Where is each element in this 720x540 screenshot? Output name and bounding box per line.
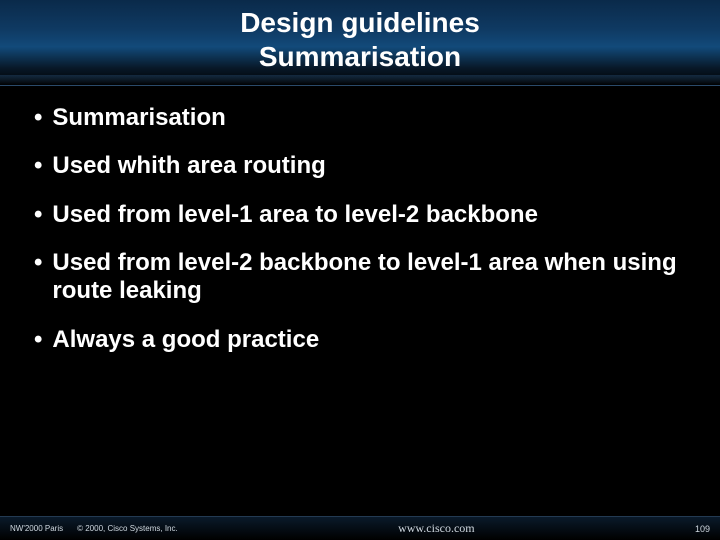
slide: Design guidelines Summarisation • Summar… [0, 0, 720, 540]
bullet-dot-icon: • [34, 201, 42, 229]
bullet-text: Used from level-1 area to level-2 backbo… [52, 201, 538, 229]
footer-event: NW'2000 Paris [10, 524, 63, 533]
slide-footer: NW'2000 Paris © 2000, Cisco Systems, Inc… [0, 516, 720, 540]
bullet-dot-icon: • [34, 104, 42, 132]
bullet-dot-icon: • [34, 152, 42, 180]
bullet-item: • Used from level-2 backbone to level-1 … [34, 249, 686, 306]
bullet-text: Used whith area routing [52, 152, 325, 180]
bullet-text: Used from level-2 backbone to level-1 ar… [52, 249, 686, 306]
footer-page-number: 109 [695, 524, 710, 534]
bullet-item: • Always a good practice [34, 326, 686, 354]
bullet-text: Summarisation [52, 104, 225, 132]
slide-body: • Summarisation • Used whith area routin… [0, 86, 720, 354]
footer-copyright: © 2000, Cisco Systems, Inc. [77, 524, 178, 533]
bullet-item: • Used whith area routing [34, 152, 686, 180]
slide-header: Design guidelines Summarisation [0, 0, 720, 86]
bullet-item: • Used from level-1 area to level-2 back… [34, 201, 686, 229]
bullet-text: Always a good practice [52, 326, 319, 354]
bullet-dot-icon: • [34, 326, 42, 354]
bullet-dot-icon: • [34, 249, 42, 306]
bullet-item: • Summarisation [34, 104, 686, 132]
footer-url: www.cisco.com [178, 521, 695, 536]
slide-title: Design guidelines Summarisation [0, 6, 720, 73]
